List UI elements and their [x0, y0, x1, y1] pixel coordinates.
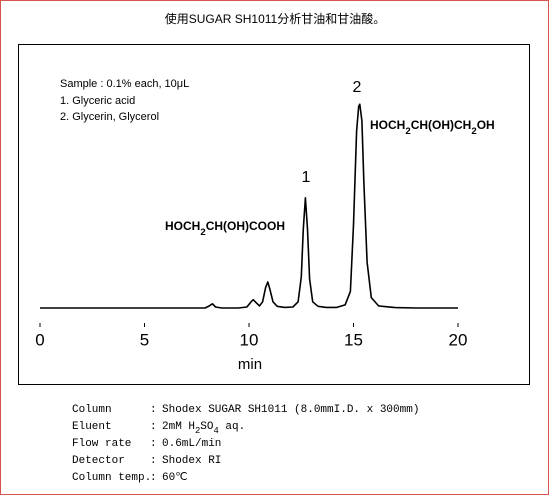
- sample-note: 2. Glycerin, Glycerol: [60, 111, 159, 123]
- title: 使用SUGAR SH1011分析甘油和甘油酸。: [165, 11, 385, 26]
- x-tick-label: 5: [140, 330, 149, 349]
- condition-value: 2mM H2SO4 aq.: [162, 421, 245, 436]
- peak-formula: HOCH2CH(OH)CH2OH: [370, 118, 495, 137]
- x-tick-label: 20: [449, 330, 468, 349]
- text-part: CH(OH)CH: [411, 118, 472, 132]
- text-part: SO: [200, 421, 214, 433]
- condition-colon: :: [150, 438, 157, 450]
- text-part: HOCH: [165, 219, 200, 233]
- condition-colon: :: [150, 421, 157, 433]
- text-part: HOCH: [370, 118, 405, 132]
- condition-colon: :: [150, 472, 157, 484]
- text-part: 0.6mL/min: [162, 438, 221, 450]
- x-tick-label: 10: [240, 330, 259, 349]
- peak-formula: HOCH2CH(OH)COOH: [165, 219, 285, 238]
- condition-label: Column: [72, 404, 112, 416]
- text-part: Shodex RI: [162, 455, 221, 467]
- condition-value: 60℃: [162, 472, 188, 484]
- subscript: 2: [405, 126, 410, 137]
- subscript: 2: [200, 227, 205, 238]
- subscript: 2: [195, 426, 200, 436]
- text-part: Shodex SUGAR SH1011 (8.0mmI.D. x 300mm): [162, 404, 419, 416]
- plot-frame: [18, 44, 530, 385]
- x-tick-label: 0: [35, 330, 44, 349]
- condition-value: Shodex RI: [162, 455, 221, 467]
- condition-value: 0.6mL/min: [162, 438, 221, 450]
- text-part: aq.: [219, 421, 245, 433]
- text-part: 60℃: [162, 472, 188, 484]
- x-axis-label: min: [238, 356, 262, 373]
- chromatogram-trace: [40, 103, 458, 309]
- condition-label: Detector: [72, 455, 125, 467]
- text-part: 2mM H: [162, 421, 195, 433]
- text-part: OH: [477, 118, 495, 132]
- condition-label: Column temp.: [72, 472, 151, 484]
- sample-note: 1. Glyceric acid: [60, 95, 135, 107]
- condition-label: Eluent: [72, 421, 112, 433]
- sample-note: Sample : 0.1% each, 10μL: [60, 78, 189, 90]
- peak-label: 2: [353, 79, 362, 96]
- condition-colon: :: [150, 404, 157, 416]
- condition-label: Flow rate: [72, 438, 131, 450]
- condition-value: Shodex SUGAR SH1011 (8.0mmI.D. x 300mm): [162, 404, 419, 416]
- x-tick-label: 15: [344, 330, 363, 349]
- text-part: CH(OH)COOH: [206, 219, 285, 233]
- subscript: 4: [214, 426, 219, 436]
- condition-colon: :: [150, 455, 157, 467]
- subscript: 2: [471, 126, 476, 137]
- peak-label: 1: [302, 169, 311, 186]
